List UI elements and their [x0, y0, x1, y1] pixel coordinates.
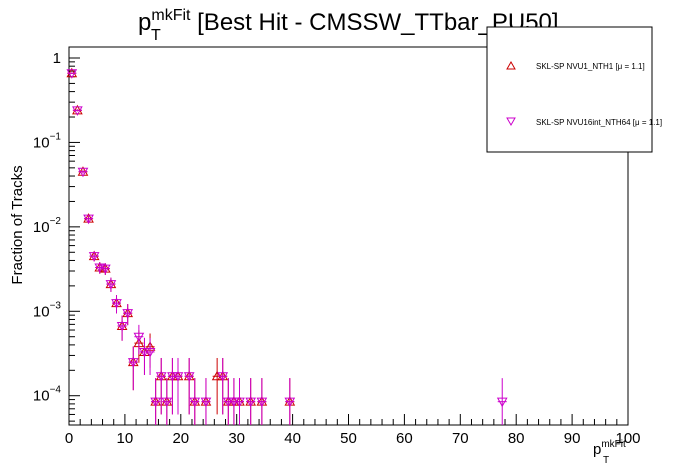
data-point	[122, 309, 134, 319]
x-tick-label: 10	[117, 430, 134, 447]
y-tick-label: 10−1	[33, 131, 62, 151]
y-tick-label-base: 10	[33, 134, 50, 151]
y-tick-label: 10−4	[33, 385, 62, 405]
x-tick-label: 20	[172, 430, 189, 447]
y-tick-label: 10−2	[33, 216, 62, 236]
x-axis-title: pmkFit	[593, 439, 626, 458]
y-tick-label: 10−3	[33, 300, 62, 320]
x-tick-label: 50	[340, 430, 357, 447]
legend-marker-series-1	[506, 60, 516, 70]
data-point	[172, 372, 184, 382]
data-point	[127, 358, 139, 368]
data-point	[256, 397, 268, 408]
data-point	[66, 69, 78, 79]
legend-label-series-1: SKL-SP NVU1_NTH1 [μ = 1.1]	[536, 62, 645, 71]
data-point	[183, 372, 195, 382]
x-tick-label: 100	[615, 430, 640, 447]
data-point	[99, 264, 111, 275]
y-tick-label-base: 10	[33, 388, 50, 405]
data-point	[116, 321, 128, 332]
x-tick-label: 0	[65, 430, 73, 447]
legend-label-series-2: SKL-SP NVU16int_NTH64 [μ = 1.1]	[536, 118, 662, 127]
chart-title-sub: T	[151, 27, 161, 44]
data-point	[245, 397, 257, 408]
y-axis-title: Fraction of Tracks	[9, 165, 26, 284]
data-point	[150, 397, 161, 408]
data-point	[83, 214, 94, 225]
y-tick-label-exponent: −3	[50, 300, 62, 311]
data-point	[133, 332, 145, 343]
x-tick-label: 60	[396, 430, 413, 447]
x-tick-label: 30	[228, 430, 245, 447]
legend-box	[486, 26, 653, 153]
data-point	[144, 347, 156, 358]
data-point	[217, 372, 229, 382]
x-axis-title-sup: mkFit	[601, 439, 626, 450]
chart-title-base: p	[138, 9, 151, 36]
data-point	[161, 397, 173, 408]
data-point	[496, 397, 508, 408]
data-point	[155, 372, 167, 382]
y-tick-label-base: 10	[33, 219, 50, 236]
x-tick-label: 70	[452, 430, 469, 447]
x-axis-title-base: p	[593, 441, 601, 458]
chart-title-sup: mkFit	[151, 7, 191, 24]
data-point	[234, 397, 245, 408]
x-tick-label: 40	[284, 430, 301, 447]
x-axis-title-sub: T	[603, 455, 609, 466]
data-point	[189, 397, 201, 408]
series-1	[66, 67, 296, 425]
series-2	[66, 69, 508, 425]
y-tick-label-exponent: −2	[50, 216, 62, 227]
data-point	[105, 280, 117, 290]
legend-marker-series-2	[506, 117, 516, 127]
x-tick-label: 80	[508, 430, 525, 447]
data-marks	[66, 67, 508, 425]
data-point	[72, 106, 83, 116]
y-tick-label-exponent: −1	[50, 131, 62, 142]
data-point	[111, 299, 122, 309]
legend: SKL-SP NVU1_NTH1 [μ = 1.1] SKL-SP NVU16i…	[486, 26, 662, 153]
y-tick-label-exponent: −4	[50, 385, 62, 396]
data-point	[77, 167, 89, 178]
y-tick-label: 1	[53, 50, 61, 67]
data-point	[284, 397, 296, 408]
x-tick-label: 90	[564, 430, 581, 447]
data-point	[88, 252, 100, 262]
y-tick-label-base: 10	[33, 303, 50, 320]
data-point	[200, 397, 212, 408]
